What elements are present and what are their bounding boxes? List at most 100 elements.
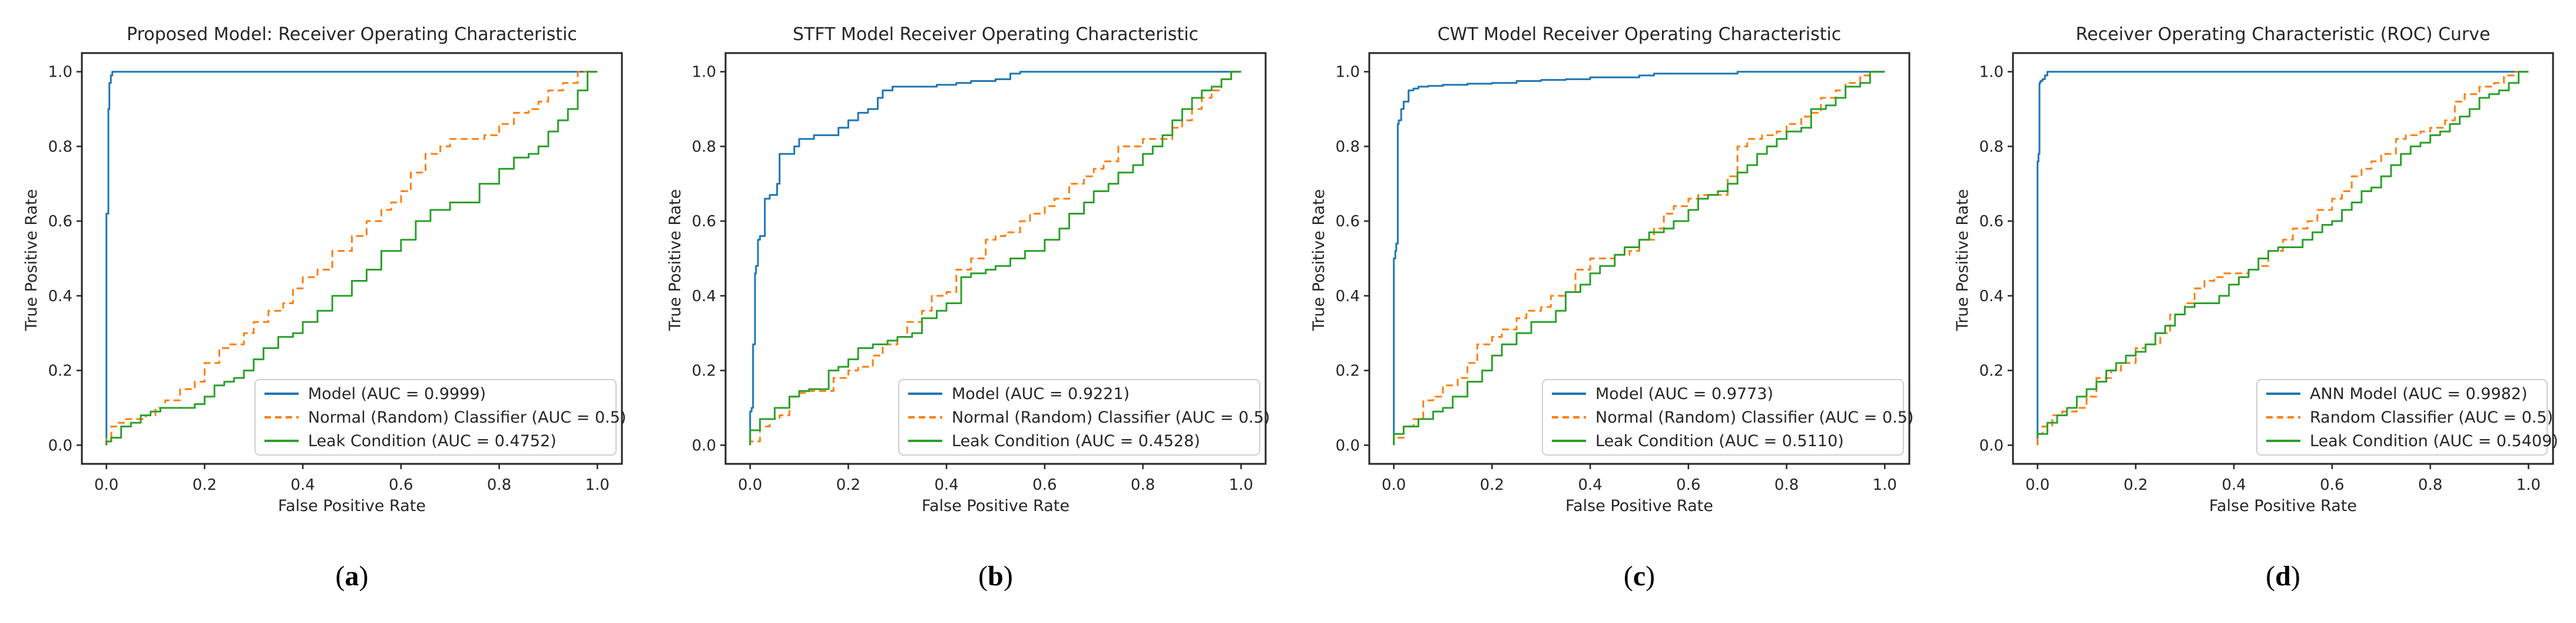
x-tick-label: 1.0 [2517, 476, 2541, 494]
x-tick-label: 0.4 [290, 476, 314, 494]
y-tick-label: 0.6 [1979, 213, 2004, 230]
roc-panel-d: Receiver Operating Characteristic (ROC) … [1931, 0, 2575, 623]
leak-condition-curve [105, 71, 598, 446]
legend-label-model: Model (AUC = 0.9773) [1595, 385, 1773, 403]
roc-panel-c: CWT Model Receiver Operating Characteris… [1287, 0, 1931, 623]
x-tick-label: 0.4 [2221, 476, 2246, 494]
chart-title: Proposed Model: Receiver Operating Chara… [127, 24, 577, 45]
y-tick-label: 0.8 [1979, 138, 2004, 156]
y-tick-label: 0.4 [692, 288, 716, 305]
leak-condition-curve [1393, 71, 1885, 446]
y-tick-label: 0.8 [48, 138, 72, 156]
y-tick-label: 0.0 [1336, 437, 1360, 454]
y-tick-label: 1.0 [1336, 64, 1360, 81]
x-axis-label: False Positive Rate [922, 497, 1070, 515]
y-tick-label: 1.0 [692, 64, 716, 81]
x-tick-label: 0.8 [1131, 476, 1155, 494]
x-tick-label: 0.0 [94, 476, 118, 494]
plot-box [724, 52, 1267, 465]
y-tick-label: 1.0 [1979, 64, 2004, 81]
legend-label-random-classifier: Random Classifier (AUC = 0.5) [2310, 408, 2553, 427]
plot-box [1368, 52, 1911, 465]
sublabel-letter: a [345, 561, 359, 592]
legend-label-normal: Normal (Random) Classifier (AUC = 0.5) [1595, 408, 1913, 427]
legend-label-normal: Normal (Random) Classifier (AUC = 0.5) [952, 408, 1270, 427]
plot-box [2012, 52, 2554, 465]
model-curve [749, 71, 1241, 446]
y-tick-label: 0.8 [1336, 138, 1360, 156]
chart-title: Receiver Operating Characteristic (ROC) … [2075, 24, 2491, 45]
y-tick-label: 0.0 [692, 437, 716, 454]
x-tick-label: 0.6 [389, 476, 413, 494]
plot-box [81, 52, 623, 465]
x-tick-label: 0.4 [934, 476, 958, 494]
sublabel-paren-close: ) [2290, 561, 2300, 592]
figure-sublabel-a: (a) [82, 558, 622, 595]
x-tick-label: 1.0 [585, 476, 610, 494]
model-curve [1393, 71, 1885, 446]
legend-label-model: Model (AUC = 0.9221) [952, 385, 1130, 403]
sublabel-paren-open: ( [335, 561, 345, 592]
x-tick-label: 0.2 [2124, 476, 2148, 494]
y-tick-label: 0.4 [1336, 288, 1360, 305]
x-tick-label: 1.0 [1873, 476, 1897, 494]
x-tick-label: 0.8 [2418, 476, 2442, 494]
x-tick-label: 0.0 [2025, 476, 2049, 494]
figure-sublabel-c: (c) [1369, 558, 1909, 595]
legend-box [254, 379, 617, 456]
x-tick-label: 0.8 [487, 476, 511, 494]
legend-label-leak-condition: Leak Condition (AUC = 0.5110) [1595, 432, 1844, 450]
sublabel-paren-open: ( [978, 561, 988, 592]
legend-label-leak-condition: Leak Condition (AUC = 0.4528) [952, 432, 1200, 450]
x-tick-label: 0.6 [2320, 476, 2344, 494]
roc-panel-b: STFT Model Receiver Operating Characteri… [644, 0, 1287, 623]
roc-chart-b: 0.0 0.2 0.4 0.6 0.8 1.0 0.0 0.2 0.4 0.6 0.8 1.0 Mode… [692, 52, 1270, 494]
legend-box [2256, 379, 2548, 456]
y-tick-label: 0.8 [692, 138, 716, 156]
legend-label-normal: Normal (Random) Classifier (AUC = 0.5) [308, 408, 626, 427]
x-tick-label: 0.6 [1676, 476, 1700, 494]
roc-chart-d: 0.0 0.2 0.4 0.6 0.8 1.0 0.0 0.2 0.4 0.6 0.8 1.0 ANN … [1979, 52, 2558, 494]
x-tick-label: 0.6 [1032, 476, 1057, 494]
y-tick-label: 0.6 [692, 213, 716, 230]
legend-label-leak-condition: Leak Condition (AUC = 0.4752) [308, 432, 557, 450]
legend-label-model: Model (AUC = 0.9999) [308, 385, 486, 403]
figure-sublabel-d: (d) [2013, 558, 2553, 595]
legend-box [898, 379, 1260, 456]
sublabel-letter: c [1633, 561, 1646, 592]
sublabel-paren-close: ) [1003, 561, 1013, 592]
y-tick-label: 0.2 [48, 362, 72, 380]
y-tick-label: 0.2 [1336, 362, 1360, 380]
x-tick-label: 1.0 [1229, 476, 1253, 494]
legend-label-leak-condition: Leak Condition (AUC = 0.5409) [2310, 432, 2558, 450]
chart-title: CWT Model Receiver Operating Characteris… [1437, 24, 1842, 45]
x-tick-label: 0.8 [1774, 476, 1799, 494]
sublabel-letter: b [988, 561, 1004, 592]
sublabel-letter: d [2275, 561, 2291, 592]
y-tick-label: 0.4 [1979, 288, 2004, 305]
y-tick-label: 0.6 [1336, 213, 1360, 230]
sublabel-paren-close: ) [359, 561, 369, 592]
y-tick-label: 0.2 [1979, 362, 2004, 380]
model-curve [105, 71, 598, 446]
figure-sublabel-b: (b) [726, 558, 1266, 595]
roc-panel-a: Proposed Model: Receiver Operating Chara… [0, 0, 644, 623]
sublabel-paren-close: ) [1645, 561, 1655, 592]
y-tick-label: 0.0 [48, 437, 72, 454]
legend-box [1542, 379, 1904, 456]
y-tick-label: 1.0 [48, 64, 72, 81]
x-tick-label: 0.0 [738, 476, 762, 494]
x-axis-label: False Positive Rate [278, 497, 426, 515]
sublabel-paren-open: ( [2266, 561, 2276, 592]
y-tick-label: 0.4 [48, 288, 72, 305]
y-tick-label: 0.0 [1979, 437, 2004, 454]
x-axis-label: False Positive Rate [2209, 497, 2357, 515]
leak-condition-curve [749, 71, 1241, 446]
leak-condition-curve [2037, 71, 2529, 438]
normal-curve [749, 71, 1241, 446]
y-tick-label: 0.6 [48, 213, 72, 230]
legend-label-ann-model: ANN Model (AUC = 0.9982) [2310, 385, 2528, 403]
normal-curve [1393, 71, 1885, 446]
chart-title: STFT Model Receiver Operating Characteri… [792, 24, 1199, 45]
x-axis-label: False Positive Rate [1565, 497, 1713, 515]
